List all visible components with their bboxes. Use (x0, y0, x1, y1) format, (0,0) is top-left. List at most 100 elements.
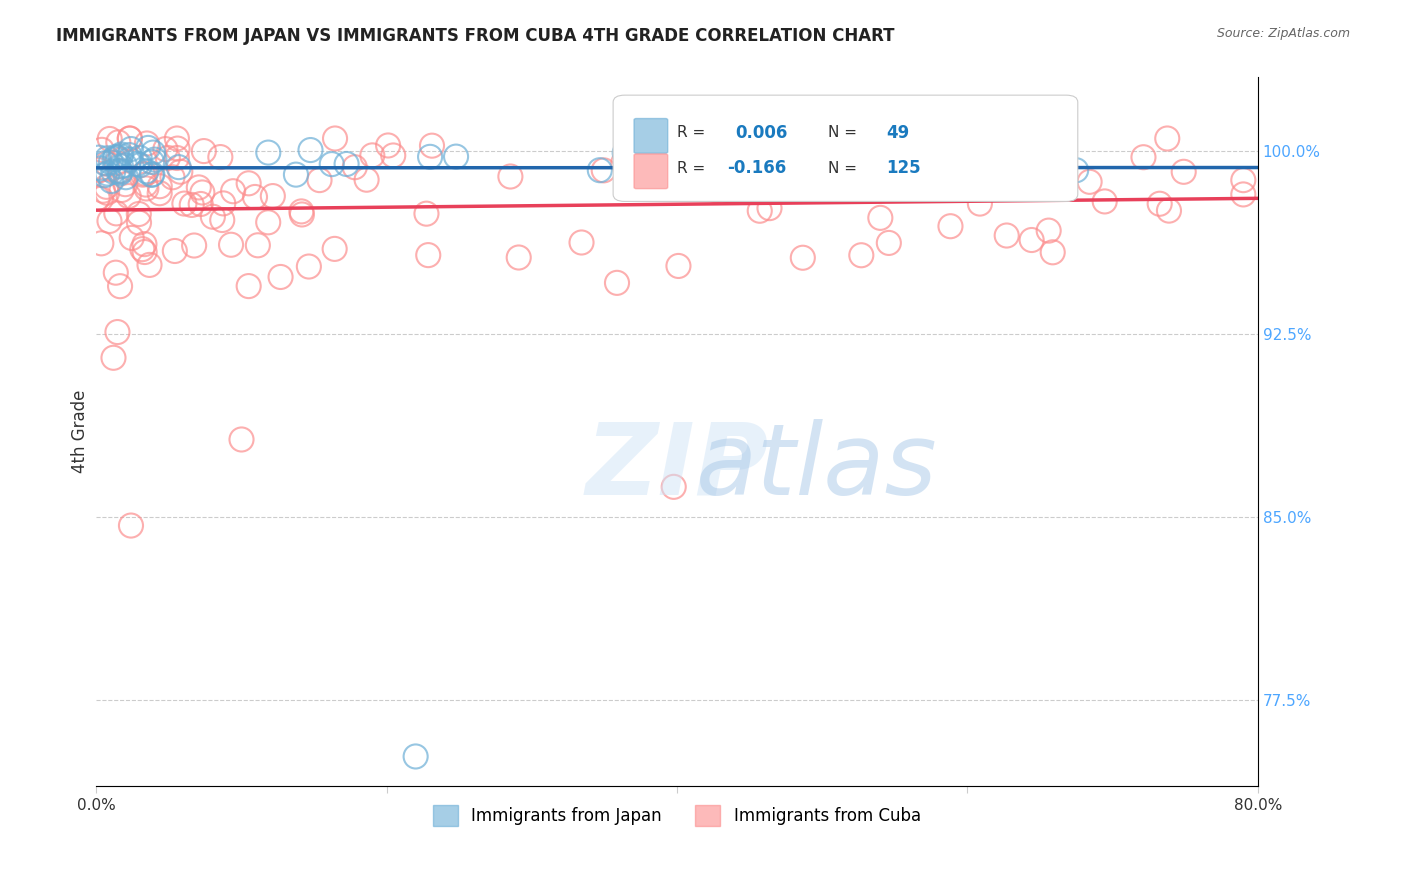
Point (96, 179, 118, 194)
Text: R =: R = (678, 161, 710, 176)
Point (103, 152, 125, 166)
Point (1157, 203, 1180, 218)
Point (162, 170, 184, 185)
Point (419, 150, 441, 164)
Point (420, 138, 443, 153)
Point (136, 141, 159, 155)
Point (107, 325, 129, 339)
Point (101, 164, 124, 178)
FancyBboxPatch shape (634, 119, 668, 153)
Point (1156, 131, 1178, 145)
Point (851, 248, 873, 262)
Point (110, 147, 132, 161)
Point (672, 165, 695, 179)
Point (141, 167, 163, 181)
Point (104, 266, 127, 280)
Point (1038, 224, 1060, 238)
Point (118, 148, 141, 162)
Point (668, 259, 690, 273)
Point (98, 132, 121, 146)
Point (758, 201, 780, 215)
Point (107, 136, 129, 150)
Point (1149, 196, 1171, 211)
Point (1094, 194, 1116, 209)
Text: -0.166: -0.166 (727, 159, 786, 178)
Point (110, 164, 132, 178)
Point (134, 167, 156, 181)
Point (336, 157, 359, 171)
Point (976, 165, 998, 179)
Point (104, 150, 127, 164)
Point (612, 156, 634, 170)
Point (212, 196, 235, 211)
Point (257, 215, 280, 229)
Point (920, 167, 942, 181)
Point (621, 131, 644, 145)
Point (1017, 170, 1039, 185)
Point (86, 191, 108, 205)
Point (886, 158, 908, 172)
Text: 125: 125 (886, 159, 921, 178)
Point (173, 196, 195, 211)
Point (142, 145, 165, 160)
Point (211, 213, 233, 227)
Point (1232, 173, 1254, 187)
Point (723, 171, 745, 186)
Point (183, 238, 205, 252)
Point (209, 150, 232, 164)
Point (110, 160, 132, 174)
Point (127, 157, 149, 171)
Point (129, 158, 152, 172)
Point (748, 203, 770, 218)
Point (108, 279, 131, 293)
Point (727, 161, 749, 175)
Point (96, 157, 118, 171)
Point (630, 166, 652, 180)
Point (156, 151, 179, 165)
Point (415, 207, 437, 221)
Text: N =: N = (828, 125, 862, 140)
Point (620, 178, 643, 193)
Point (290, 204, 312, 219)
Point (121, 231, 143, 245)
Point (90, 236, 112, 251)
Point (361, 148, 384, 162)
Point (995, 228, 1018, 243)
Point (91, 184, 114, 198)
Point (128, 216, 150, 230)
Point (118, 131, 141, 145)
Point (382, 148, 405, 162)
Point (169, 165, 191, 179)
Point (128, 207, 150, 221)
Point (107, 151, 129, 165)
Point (323, 131, 346, 145)
Point (143, 153, 166, 167)
Point (141, 168, 163, 182)
Point (1078, 175, 1101, 189)
Point (238, 177, 260, 191)
Point (222, 184, 245, 198)
Point (180, 198, 202, 212)
Point (571, 235, 593, 250)
Point (1232, 187, 1254, 202)
Point (1052, 159, 1074, 173)
Point (114, 170, 136, 185)
Point (128, 151, 150, 165)
Point (321, 157, 343, 171)
Point (682, 164, 704, 178)
Point (96, 151, 118, 165)
Text: 0.006: 0.006 (735, 124, 787, 142)
Point (613, 145, 636, 160)
Point (100, 174, 122, 188)
Point (93, 168, 115, 182)
Point (136, 136, 159, 151)
Point (163, 244, 186, 258)
Point (134, 245, 156, 260)
Point (499, 169, 522, 184)
Point (135, 178, 157, 192)
Point (114, 177, 136, 191)
Point (201, 210, 224, 224)
Point (270, 270, 292, 285)
Point (284, 168, 307, 182)
Text: IMMIGRANTS FROM JAPAN VS IMMIGRANTS FROM CUBA 4TH GRADE CORRELATION CHART: IMMIGRANTS FROM JAPAN VS IMMIGRANTS FROM… (56, 27, 894, 45)
